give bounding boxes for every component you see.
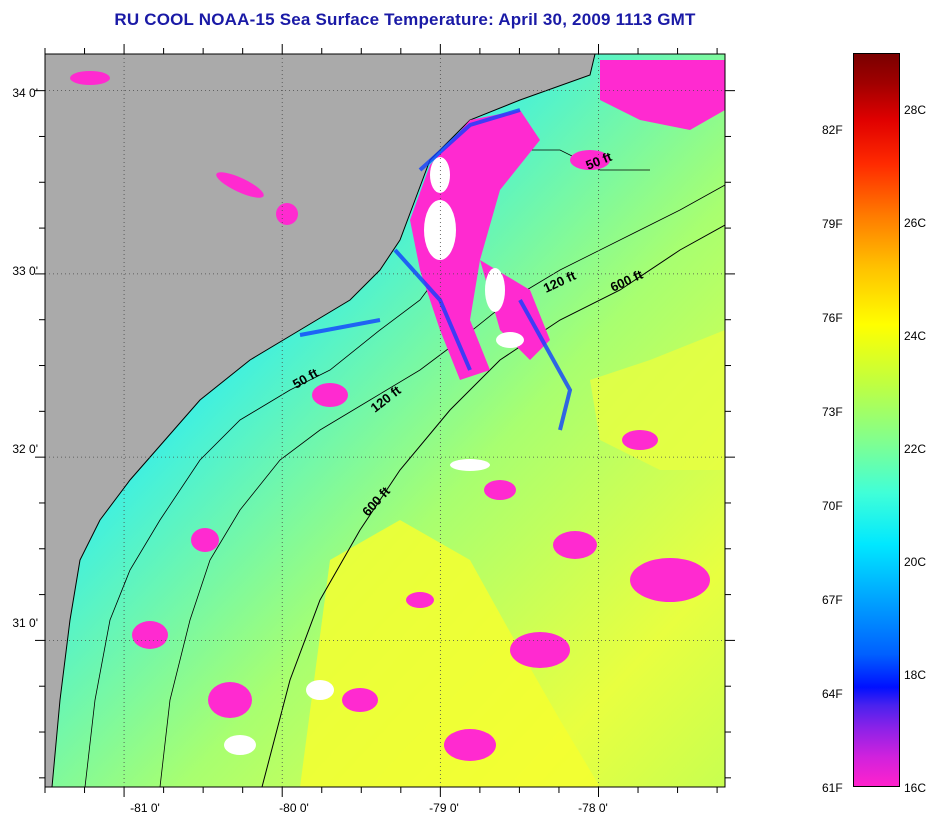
- colorbar-c-label: 16C: [904, 781, 927, 795]
- axis-ticks: [35, 44, 735, 797]
- colorbar-c-label: 28C: [904, 103, 927, 117]
- colorbar-c-label: 26C: [904, 216, 927, 230]
- colorbar-c-label: 18C: [904, 668, 927, 682]
- isobath-600ft: [261, 224, 725, 787]
- colorbar-f-label: 64F: [822, 687, 843, 701]
- warm-water-band: [300, 520, 600, 787]
- isobath-120ft: [159, 184, 725, 787]
- colorbar-f-label: 76F: [822, 311, 843, 325]
- map-border: [44, 53, 726, 788]
- x-tick-label: -78 0': [578, 801, 608, 815]
- y-tick-label: 33 0': [12, 264, 38, 278]
- y-tick-label: 31 0': [12, 616, 38, 630]
- colorbar-f-label: 82F: [822, 123, 843, 137]
- colorbar-f-label: 79F: [822, 217, 843, 231]
- land-mass: [45, 54, 595, 787]
- cool-fringes: [299, 108, 573, 431]
- graticule: [45, 54, 725, 787]
- y-tick-label: 32 0': [12, 442, 38, 456]
- x-tick-label: -79 0': [429, 801, 459, 815]
- map-title: RU COOL NOAA-15 Sea Surface Temperature:…: [114, 10, 696, 29]
- warm-water-band-east: [590, 330, 725, 470]
- temperature-colorbar: [853, 53, 900, 787]
- colorbar-f-label: 70F: [822, 499, 843, 513]
- colorbar-f-label: 61F: [822, 781, 843, 795]
- x-tick-label: -80 0': [279, 801, 309, 815]
- y-tick-label: 34 0': [12, 86, 38, 100]
- colorbar-c-label: 20C: [904, 555, 927, 569]
- colorbar-f-label: 67F: [822, 593, 843, 607]
- colorbar-c-label: 22C: [904, 442, 927, 456]
- cool-patches: [70, 60, 725, 761]
- x-tick-label: -81 0': [130, 801, 160, 815]
- colorbar-c-label: 24C: [904, 329, 927, 343]
- colorbar-f-label: 73F: [822, 405, 843, 419]
